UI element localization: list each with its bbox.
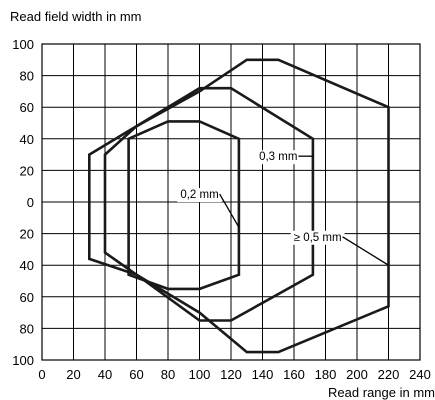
annotation-0: 0,2 mm [177,188,240,228]
y-tick-label: 80 [20,69,34,84]
annotation-leader [219,193,240,228]
grid [41,43,421,361]
x-tick-label: 140 [252,367,274,382]
x-tick-label: 60 [129,367,143,382]
y-tick-label: 20 [20,163,34,178]
x-axis-title: Read range in mm [328,385,435,400]
x-tick-label: 20 [66,367,80,382]
plot-frame [41,43,421,361]
y-tick-label: 100 [12,353,34,368]
x-tick-label: 220 [378,367,400,382]
annotation-1: 0,3 mm [256,150,313,165]
y-tick-label: 40 [20,132,34,147]
annotation-leader [342,236,389,266]
x-tick-label: 200 [346,367,368,382]
series-outline-1 [103,86,315,322]
x-tick-label: 240 [409,367,431,382]
y-tick-label: 0 [27,195,34,210]
series-outline-2 [88,58,390,354]
x-tick-label: 160 [283,367,305,382]
x-tick-label: 40 [98,367,112,382]
annotation-2: ≥ 0,5 mm [290,230,389,266]
x-tick-label: 100 [189,367,211,382]
y-tick-label: 20 [20,227,34,242]
annotation-label: 0,2 mm [180,189,218,201]
y-tick-label: 80 [20,321,34,336]
annotation-label: 0,3 mm [259,151,297,163]
y-tick-label: 60 [20,290,34,305]
x-tick-label: 80 [161,367,175,382]
x-tick-label: 0 [38,367,45,382]
x-tick-label: 180 [315,367,337,382]
y-tick-labels: 100 80 60 40 20 0 20 40 60 80 100 [12,37,34,368]
annotation-box [177,188,222,203]
series-group [88,58,390,354]
annotation-box [256,150,301,165]
y-axis-title: Read field width in mm [10,9,142,24]
y-tick-label: 60 [20,100,34,115]
x-tick-labels: 0 20 40 60 80 100 120 140 160 180 200 220 240 [38,367,430,382]
y-tick-label: 100 [12,37,34,52]
annotation-label: ≥ 0,5 mm [294,232,342,244]
y-tick-label: 40 [20,258,34,273]
annotation-group: 0,2 mm 0,3 mm ≥ 0,5 mm [177,150,389,266]
x-tick-label: 120 [220,367,242,382]
series-outline-0 [127,120,241,291]
annotation-box [290,230,345,245]
